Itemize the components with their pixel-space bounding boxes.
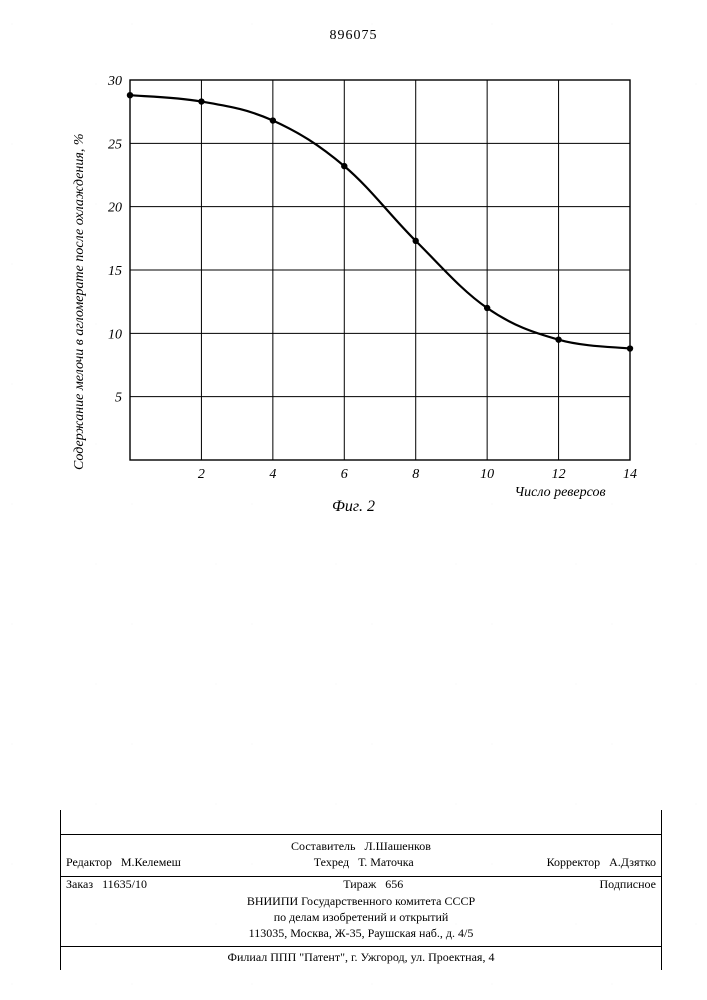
svg-text:5: 5 (115, 391, 122, 406)
page: 896075 Содержание мелочи в агломерате по… (0, 0, 707, 1000)
svg-text:20: 20 (108, 201, 122, 216)
svg-text:15: 15 (108, 264, 122, 279)
svg-text:8: 8 (412, 467, 419, 482)
svg-text:10: 10 (108, 327, 122, 342)
document-number: 896075 (330, 28, 378, 44)
svg-text:25: 25 (108, 137, 122, 152)
svg-text:14: 14 (623, 467, 637, 482)
figure-label: Фиг. 2 (332, 498, 375, 516)
svg-text:6: 6 (341, 467, 348, 482)
chart-svg: 2 4 6 8 10 12 14 5 10 15 20 25 30 Число реверсов (60, 70, 650, 510)
chart-container: Содержание мелочи в агломерате после охл… (60, 70, 650, 510)
svg-text:Число реверсов: Число реверсов (514, 485, 605, 500)
chart-ylabel: Содержание мелочи в агломерате после охл… (72, 133, 88, 470)
footer-side-frame (60, 810, 662, 970)
svg-text:2: 2 (198, 467, 205, 482)
svg-text:30: 30 (107, 74, 122, 89)
svg-text:12: 12 (552, 467, 566, 482)
svg-text:4: 4 (269, 467, 276, 482)
svg-text:10: 10 (480, 467, 494, 482)
